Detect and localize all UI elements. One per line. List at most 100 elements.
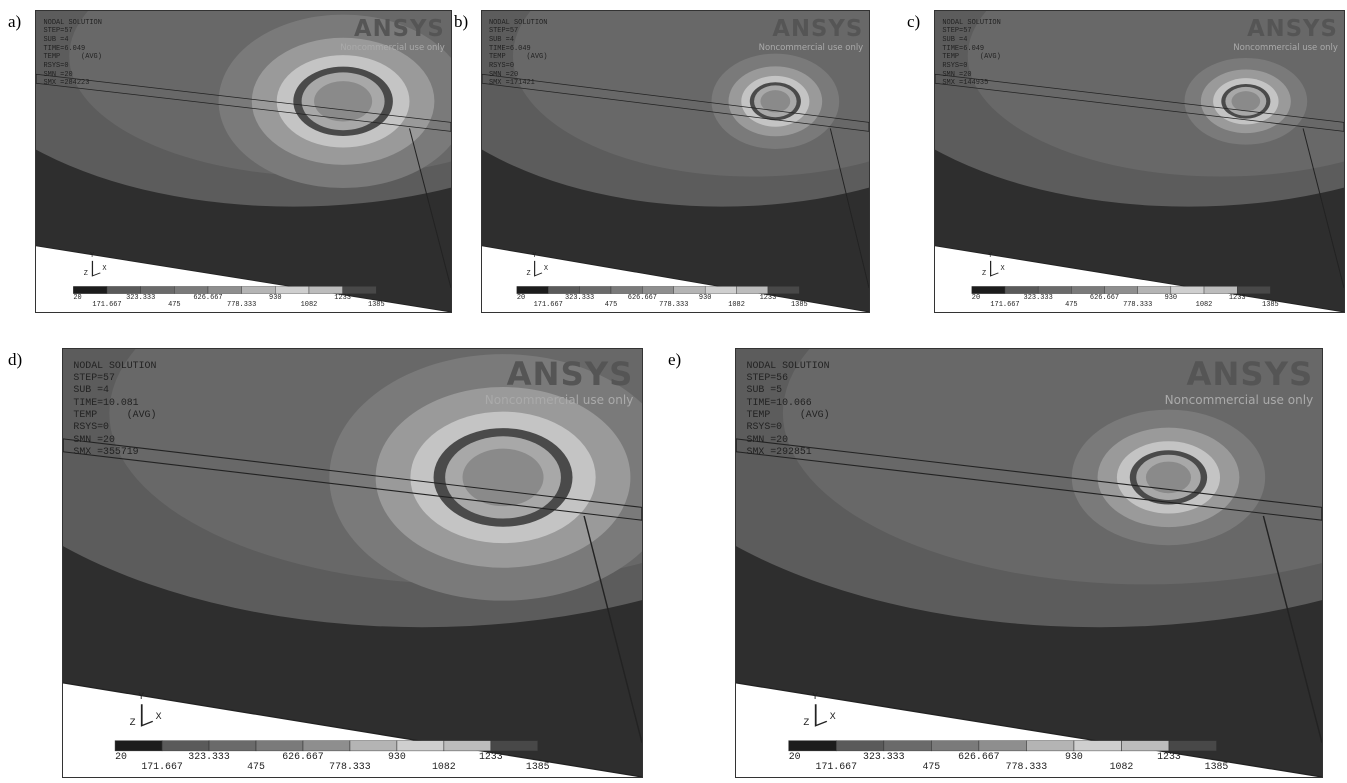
axis-label: Z — [982, 270, 986, 278]
info-line: SUB =4 — [73, 384, 156, 396]
legend-label: 1233 — [760, 294, 777, 302]
legend-band — [674, 286, 705, 293]
info-line: TIME=6.049 — [43, 45, 101, 54]
legend-band — [491, 741, 538, 751]
info-line: TIME=6.049 — [489, 45, 547, 54]
legend-label: 475 — [1065, 301, 1078, 309]
legend-label: 323.333 — [565, 294, 594, 302]
info-line: SMX =292851 — [747, 446, 830, 458]
legend-band — [1005, 286, 1038, 293]
legend-band — [242, 286, 276, 293]
legend-band — [517, 286, 548, 293]
legend-label: 323.333 — [126, 294, 155, 302]
axis-label: Y — [532, 252, 536, 260]
triad-lines — [142, 704, 153, 725]
legend-label: 626.667 — [958, 751, 999, 762]
legend-label: 171.667 — [534, 301, 563, 309]
legend-label: 475 — [922, 761, 940, 772]
legend-band — [884, 741, 932, 751]
legend-band — [1038, 286, 1071, 293]
logo-name: ANSYS — [1233, 16, 1338, 42]
info-line: SMN =20 — [73, 434, 156, 446]
info-line: SUB =4 — [43, 36, 101, 45]
logo: ANSYSNoncommercial use only — [1233, 16, 1338, 52]
info-line: SUB =5 — [747, 384, 830, 396]
legend-band — [931, 741, 979, 751]
legend-band — [1169, 741, 1217, 751]
axis-label: X — [102, 265, 106, 273]
legend-band — [789, 741, 837, 751]
legend-band — [979, 741, 1027, 751]
legend-band — [1138, 286, 1171, 293]
legend-label: 930 — [388, 751, 406, 762]
triad-lines — [816, 704, 827, 725]
logo-name: ANSYS — [1165, 355, 1314, 393]
legend-band — [737, 286, 768, 293]
legend-band — [1121, 741, 1169, 751]
legend-label: 1233 — [1157, 751, 1181, 762]
legend-label: 1385 — [1205, 761, 1229, 772]
legend-label: 475 — [168, 301, 181, 309]
info-line: TIME=6.049 — [942, 45, 1000, 54]
panel-label: e) — [668, 350, 681, 370]
legend-label: 626.667 — [282, 751, 323, 762]
logo-name: ANSYS — [340, 16, 445, 42]
logo-subtitle: Noncommercial use only — [340, 42, 445, 52]
contour — [1232, 91, 1261, 111]
figure: {"logo": {"name": "ANSYS", "subtitle": "… — [0, 0, 1347, 783]
info-line: SMN =20 — [43, 71, 101, 80]
legend-label: 1385 — [368, 301, 385, 309]
legend-band — [836, 741, 884, 751]
legend-band — [141, 286, 175, 293]
legend-label: 1233 — [334, 294, 351, 302]
legend-band — [350, 741, 397, 751]
legend-band — [768, 286, 799, 293]
contour — [314, 81, 372, 121]
axis-label: Y — [988, 252, 992, 260]
legend-label: 1082 — [301, 301, 318, 309]
legend-band — [107, 286, 141, 293]
logo-subtitle: Noncommercial use only — [1233, 42, 1338, 52]
info-line: TIME=10.081 — [73, 397, 156, 409]
info-line: NODAL SOLUTION — [489, 19, 547, 28]
logo-subtitle: Noncommercial use only — [759, 42, 864, 52]
info-line: NODAL SOLUTION — [73, 360, 156, 372]
legend-label: 323.333 — [1024, 294, 1053, 302]
info-line: TEMP (AVG) — [942, 53, 1000, 62]
legend-band — [611, 286, 642, 293]
axis-label: Z — [84, 270, 88, 278]
triad-lines — [92, 261, 100, 276]
legend-band — [1074, 741, 1122, 751]
legend-band — [642, 286, 673, 293]
axis-label: Z — [527, 270, 531, 278]
legend-band — [580, 286, 611, 293]
axis-label: Y — [138, 691, 144, 702]
legend-label: 475 — [605, 301, 618, 309]
panel-label: d) — [8, 350, 22, 370]
info-block: NODAL SOLUTIONSTEP=57SUB =4TIME=6.049TEM… — [489, 19, 547, 89]
info-line: RSYS=0 — [747, 421, 830, 433]
legend-label: 930 — [1065, 751, 1083, 762]
logo: ANSYSNoncommercial use only — [759, 16, 864, 52]
legend-band — [208, 286, 242, 293]
legend-label: 1385 — [526, 761, 550, 772]
legend-label: 171.667 — [816, 761, 857, 772]
legend-band — [162, 741, 209, 751]
contour — [463, 449, 544, 507]
legend-label: 1082 — [1110, 761, 1134, 772]
panel-label: c) — [907, 12, 920, 32]
info-line: NODAL SOLUTION — [942, 19, 1000, 28]
info-line: SMX =284223 — [43, 79, 101, 88]
logo-subtitle: Noncommercial use only — [1165, 393, 1314, 407]
legend-band — [1071, 286, 1104, 293]
legend-band — [73, 286, 107, 293]
info-line: STEP=57 — [43, 27, 101, 36]
info-line: TIME=10.066 — [747, 397, 830, 409]
logo: ANSYSNoncommercial use only — [485, 355, 634, 407]
legend-label: 930 — [699, 294, 712, 302]
legend-label: 1082 — [1196, 301, 1213, 309]
legend-label: 626.667 — [1090, 294, 1119, 302]
axis-label: Y — [812, 691, 818, 702]
legend-band — [275, 286, 309, 293]
